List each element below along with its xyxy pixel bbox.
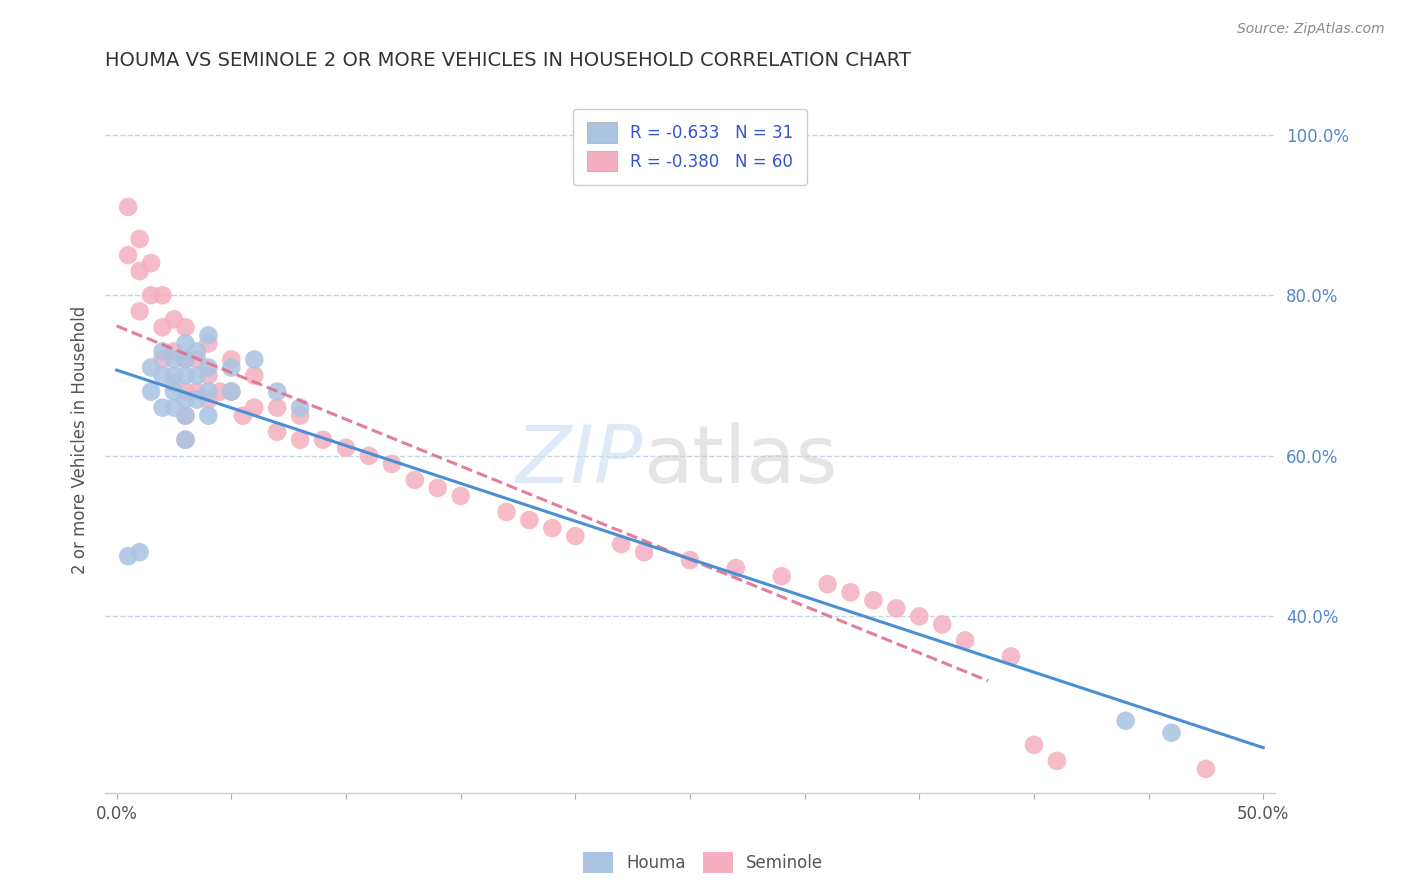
Text: HOUMA VS SEMINOLE 2 OR MORE VEHICLES IN HOUSEHOLD CORRELATION CHART: HOUMA VS SEMINOLE 2 OR MORE VEHICLES IN … — [105, 51, 911, 70]
Point — [152, 401, 174, 415]
Point — [633, 545, 655, 559]
Point — [117, 200, 139, 214]
Point — [288, 409, 311, 423]
Point — [221, 352, 243, 367]
Point — [197, 336, 219, 351]
Point — [495, 505, 517, 519]
Point — [724, 561, 747, 575]
Point — [404, 473, 426, 487]
Point — [221, 384, 243, 399]
Point — [197, 328, 219, 343]
Point — [139, 384, 162, 399]
Point — [243, 368, 266, 383]
Point — [886, 601, 908, 615]
Point — [174, 384, 197, 399]
Point — [266, 401, 288, 415]
Point — [152, 368, 174, 383]
Point — [163, 352, 186, 367]
Y-axis label: 2 or more Vehicles in Household: 2 or more Vehicles in Household — [72, 306, 89, 574]
Point — [679, 553, 702, 567]
Point — [770, 569, 793, 583]
Point — [335, 441, 357, 455]
Point — [152, 352, 174, 367]
Point — [174, 409, 197, 423]
Point — [163, 376, 186, 391]
Point — [139, 360, 162, 375]
Point — [197, 409, 219, 423]
Point — [288, 401, 311, 415]
Point — [117, 248, 139, 262]
Point — [174, 336, 197, 351]
Point — [139, 256, 162, 270]
Point — [163, 384, 186, 399]
Point — [1195, 762, 1218, 776]
Point — [174, 352, 197, 367]
Point — [208, 384, 231, 399]
Point — [152, 320, 174, 334]
Point — [1115, 714, 1137, 728]
Point — [862, 593, 884, 607]
Point — [186, 344, 208, 359]
Point — [450, 489, 472, 503]
Point — [1046, 754, 1069, 768]
Point — [197, 384, 219, 399]
Point — [128, 264, 150, 278]
Point — [197, 392, 219, 407]
Point — [221, 360, 243, 375]
Point — [197, 360, 219, 375]
Point — [243, 401, 266, 415]
Point — [564, 529, 586, 543]
Point — [610, 537, 633, 551]
Point — [221, 384, 243, 399]
Point — [541, 521, 564, 535]
Point — [243, 352, 266, 367]
Point — [186, 368, 208, 383]
Point — [163, 312, 186, 326]
Point — [312, 433, 335, 447]
Point — [174, 320, 197, 334]
Point — [163, 344, 186, 359]
Point — [186, 384, 208, 399]
Point — [186, 352, 208, 367]
Point — [128, 232, 150, 246]
Point — [117, 549, 139, 563]
Point — [931, 617, 953, 632]
Text: atlas: atlas — [643, 422, 838, 500]
Point — [174, 352, 197, 367]
Point — [1000, 649, 1022, 664]
Point — [266, 425, 288, 439]
Point — [519, 513, 541, 527]
Point — [174, 433, 197, 447]
Point — [357, 449, 380, 463]
Point — [1160, 725, 1182, 739]
Point — [381, 457, 404, 471]
Point — [186, 392, 208, 407]
Point — [232, 409, 254, 423]
Point — [953, 633, 976, 648]
Point — [839, 585, 862, 599]
Point — [266, 384, 288, 399]
Text: ZIP: ZIP — [516, 422, 643, 500]
Text: Source: ZipAtlas.com: Source: ZipAtlas.com — [1237, 22, 1385, 37]
Point — [426, 481, 449, 495]
Point — [817, 577, 839, 591]
Point — [152, 344, 174, 359]
Point — [174, 409, 197, 423]
Point — [908, 609, 931, 624]
Point — [288, 433, 311, 447]
Point — [139, 288, 162, 302]
Point — [1022, 738, 1045, 752]
Point — [163, 368, 186, 383]
Point — [128, 304, 150, 318]
Legend: Houma, Seminole: Houma, Seminole — [576, 846, 830, 880]
Point — [174, 392, 197, 407]
Legend: R = -0.633   N = 31, R = -0.380   N = 60: R = -0.633 N = 31, R = -0.380 N = 60 — [574, 109, 807, 185]
Point — [128, 545, 150, 559]
Point — [174, 368, 197, 383]
Point — [152, 288, 174, 302]
Point — [197, 368, 219, 383]
Point — [163, 401, 186, 415]
Point — [174, 433, 197, 447]
